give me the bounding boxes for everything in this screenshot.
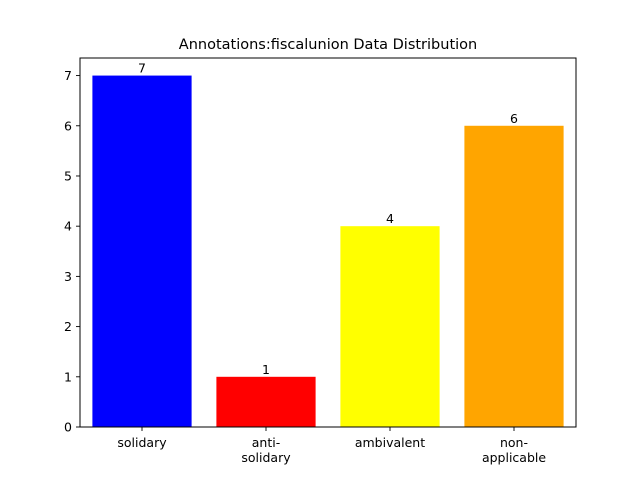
bar bbox=[464, 125, 564, 427]
y-tick-label: 5 bbox=[64, 168, 72, 183]
y-tick-label: 4 bbox=[64, 219, 72, 234]
y-tick-label: 1 bbox=[64, 369, 72, 384]
data-label: 4 bbox=[386, 211, 394, 226]
data-label: 1 bbox=[262, 362, 270, 377]
y-tick-label: 3 bbox=[64, 269, 72, 284]
x-tick-label: solidary bbox=[117, 435, 167, 450]
y-tick-label: 6 bbox=[64, 118, 72, 133]
x-tick-label: non- bbox=[500, 435, 528, 450]
x-tick-label: solidary bbox=[241, 450, 291, 465]
y-tick-label: 7 bbox=[64, 68, 72, 83]
bar bbox=[92, 75, 192, 427]
plot-area: 7 solidary 1 anti-solidary 4 ambivalent 6 non-a… bbox=[64, 57, 577, 465]
y-tick-label: 0 bbox=[64, 420, 72, 435]
bar bbox=[340, 226, 440, 427]
x-tick-label: ambivalent bbox=[355, 435, 425, 450]
bar bbox=[216, 376, 316, 427]
data-label: 6 bbox=[510, 111, 518, 126]
axes-frame bbox=[79, 57, 577, 428]
data-label: 7 bbox=[138, 61, 146, 76]
x-tick-label: anti- bbox=[252, 435, 280, 450]
x-tick-label: applicable bbox=[482, 450, 546, 465]
y-tick-label: 2 bbox=[64, 319, 72, 334]
chart-title: Annotations:fiscalunion Data Distributio… bbox=[179, 37, 477, 53]
